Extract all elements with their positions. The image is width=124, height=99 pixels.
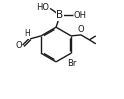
Text: O: O — [16, 41, 22, 50]
Text: Br: Br — [67, 59, 77, 68]
Text: O: O — [78, 25, 84, 34]
Text: OH: OH — [74, 11, 87, 20]
Text: H: H — [24, 29, 30, 38]
Text: B: B — [56, 10, 64, 20]
Text: HO: HO — [36, 3, 49, 12]
